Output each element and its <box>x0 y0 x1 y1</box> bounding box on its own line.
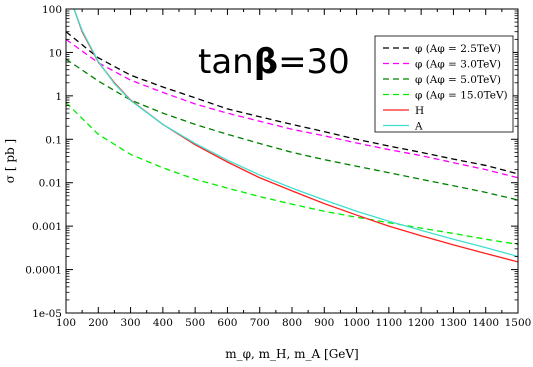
x-tick-label: 600 <box>217 317 237 329</box>
series-line-a-3-0tev <box>66 38 518 179</box>
legend: φ (Aφ = 2.5TeV) φ (Aφ = 3.0TeV) φ (Aφ = 5.… <box>374 35 514 133</box>
y-tick-label: 0.001 <box>32 221 62 233</box>
y-axis-ticks: 1e-05 0.0001 0.001 0.01 0.1 1 10 100 <box>25 4 518 320</box>
x-tick-label: 400 <box>153 317 173 329</box>
x-tick-label: 700 <box>250 317 270 329</box>
x-tick-label: 100 <box>56 317 76 329</box>
x-tick-label: 1200 <box>408 317 435 329</box>
legend-label-a-5-0tev: φ (Aφ = 5.0TeV) <box>415 74 501 86</box>
legend-label-a-3-0tev: φ (Aφ = 3.0TeV) <box>415 59 501 71</box>
x-tick-label: 1100 <box>375 317 402 329</box>
x-tick-label: 1400 <box>472 317 499 329</box>
tanbeta-suffix: =30 <box>278 42 350 82</box>
y-tick-label: 0.1 <box>45 134 62 146</box>
tanbeta-annotation: tanβ=30 <box>198 42 350 82</box>
x-tick-label: 200 <box>88 317 108 329</box>
y-tick-label: 1 <box>55 91 62 103</box>
legend-label-a-15-0tev: φ (Aφ = 15.0TeV) <box>415 90 508 102</box>
x-tick-label: 1300 <box>440 317 467 329</box>
x-axis-label: m_φ, m_H, m_A [GeV] <box>225 347 358 361</box>
x-tick-label: 300 <box>121 317 141 329</box>
series-curves <box>66 9 518 263</box>
x-tick-label: 500 <box>185 317 205 329</box>
x-tick-label: 1000 <box>343 317 370 329</box>
series-line-a <box>73 9 518 258</box>
series-line-a-15-0tev <box>66 102 518 246</box>
x-tick-label: 800 <box>282 317 302 329</box>
legend-label-a: A <box>414 121 423 133</box>
series-line-a-2-5tev <box>66 31 518 175</box>
y-tick-label: 100 <box>42 4 62 16</box>
y-tick-label: 0.0001 <box>25 265 62 277</box>
tanbeta-prefix: tan <box>198 42 254 82</box>
legend-label-h: H <box>415 105 424 117</box>
x-tick-label: 900 <box>314 317 334 329</box>
y-tick-label: 10 <box>49 47 62 59</box>
y-tick-label: 1e-05 <box>32 308 62 320</box>
series-line-a-5-0tev <box>66 58 518 201</box>
legend-box <box>374 35 514 133</box>
x-axis-ticks: 100 200 300 400 500 600 700 800 900 1000 1100 1200 1… <box>56 9 531 329</box>
y-axis-label: σ [ pb ] <box>3 139 17 183</box>
x-tick-label: 1500 <box>505 317 532 329</box>
tanbeta-symbol: β <box>254 42 278 82</box>
legend-label-a-2-5tev: φ (Aφ = 2.5TeV) <box>415 43 501 55</box>
y-tick-label: 0.01 <box>39 178 62 190</box>
